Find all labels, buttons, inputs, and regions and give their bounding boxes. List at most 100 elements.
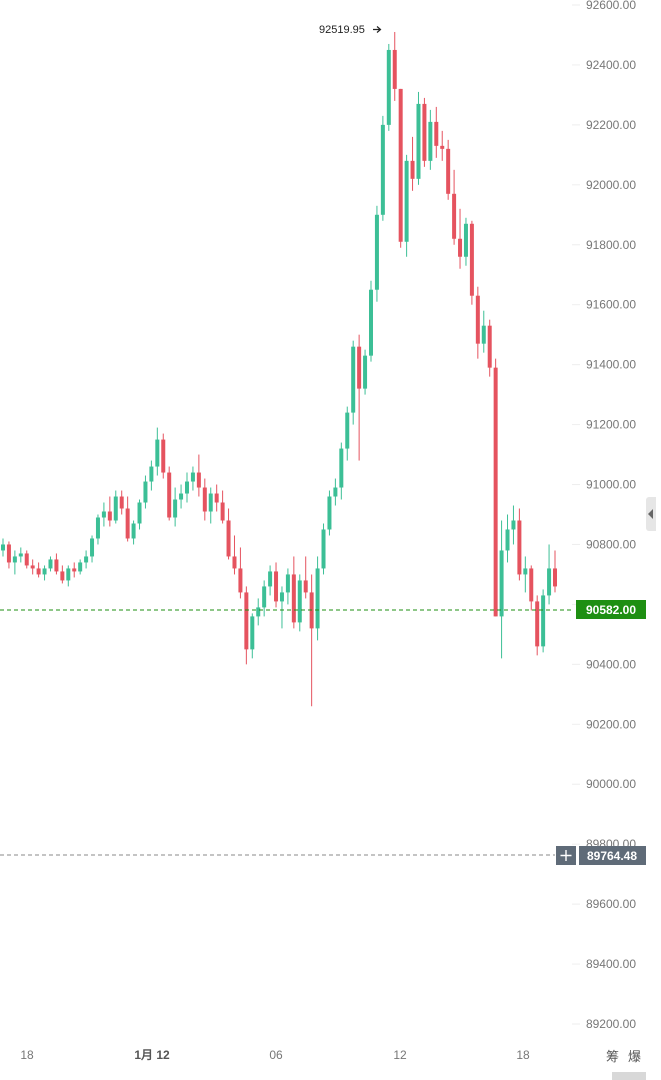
candle: [18, 547, 23, 563]
candle: [232, 535, 237, 575]
candle: [179, 484, 184, 509]
candle-body: [374, 214, 379, 290]
candle: [1, 538, 5, 557]
candle-body: [392, 49, 397, 89]
candle-body: [351, 346, 356, 413]
plus-icon: [560, 850, 572, 861]
candle-body: [54, 559, 59, 572]
candle: [321, 523, 326, 575]
candle: [369, 280, 373, 362]
candle-body: [72, 568, 77, 572]
side-panel-toggle[interactable]: [646, 497, 656, 531]
y-tick-label: 92600.00: [586, 0, 636, 12]
candle: [291, 556, 296, 629]
high-label: 92519.95: [319, 24, 382, 36]
y-tick-label: 92400.00: [586, 58, 636, 72]
candle-body: [297, 580, 302, 623]
candle-body: [30, 565, 35, 569]
candle-body: [173, 499, 178, 518]
candle-body: [422, 103, 427, 161]
candle: [72, 562, 77, 578]
y-tick-label: 91200.00: [586, 418, 636, 432]
candle-body: [179, 493, 184, 500]
candle-body: [428, 121, 433, 161]
candle-body: [363, 355, 368, 389]
candle-body: [333, 487, 338, 497]
candle-body: [386, 49, 391, 125]
candle-body: [529, 568, 534, 602]
candle-body: [291, 574, 296, 623]
y-tick-label: 89400.00: [586, 957, 636, 971]
candle: [363, 349, 368, 395]
candle-body: [535, 601, 540, 647]
candle-body: [48, 559, 53, 569]
candle-body: [481, 325, 486, 344]
y-tick-label: 89600.00: [586, 897, 636, 911]
candle: [279, 586, 284, 629]
candle: [535, 595, 540, 656]
candle-body: [131, 523, 136, 539]
candle-body: [416, 103, 421, 179]
candle: [78, 559, 83, 575]
candle-body: [113, 496, 118, 521]
arrow-right-icon: [373, 26, 382, 33]
toolbar-button-1[interactable]: 筹: [606, 1049, 619, 1065]
candle: [553, 550, 557, 593]
candle-body: [185, 481, 189, 494]
candle: [475, 286, 480, 359]
candle: [173, 487, 178, 527]
toolbar-button-2[interactable]: 爆: [628, 1050, 641, 1065]
y-tick-label: 90200.00: [586, 717, 636, 731]
candle: [149, 460, 154, 491]
candle: [404, 154, 409, 257]
candle-body: [226, 520, 231, 557]
candle-body: [119, 496, 124, 509]
candle: [481, 310, 486, 353]
y-tick-label: 92200.00: [586, 118, 636, 132]
candle-body: [345, 412, 350, 449]
candle-body: [398, 88, 403, 242]
candle-body: [499, 550, 504, 617]
candle: [374, 205, 379, 302]
crosshair-price-text: 89764.48: [587, 849, 637, 863]
candle-body: [107, 511, 112, 521]
candle: [220, 490, 225, 524]
candle: [274, 562, 279, 608]
candle-body: [125, 508, 130, 539]
candle-body: [143, 481, 148, 503]
candle-body: [66, 568, 71, 581]
y-tick-label: 89200.00: [586, 1017, 636, 1031]
candle: [66, 565, 71, 587]
current-price-text: 90582.00: [586, 603, 636, 617]
x-tick-label: 12: [393, 1048, 407, 1062]
candle-body: [214, 493, 219, 503]
candle: [463, 217, 468, 266]
y-axis: 92600.00 92400.00 92200.00 92000.00 91800.00…: [586, 0, 636, 1031]
candle-body: [202, 487, 207, 512]
candle-body: [24, 553, 29, 566]
candle-body: [250, 616, 255, 650]
candle: [428, 109, 433, 170]
candle-body: [434, 121, 439, 146]
y-tick-label: 91800.00: [586, 238, 636, 252]
candle-body: [469, 223, 474, 296]
candle-body: [493, 367, 498, 617]
candle-body: [149, 466, 154, 482]
candle-body: [256, 607, 261, 617]
candle: [60, 565, 65, 584]
candle-body: [220, 502, 225, 521]
candle: [285, 568, 290, 605]
candle-body: [196, 472, 201, 488]
current-price-badge: 90582.00: [576, 600, 646, 619]
candle: [90, 535, 95, 563]
candle: [458, 208, 463, 269]
candle-body: [161, 439, 166, 473]
y-tick-label: 90400.00: [586, 657, 636, 671]
candle-body: [95, 517, 100, 539]
candle: [541, 589, 546, 653]
candle: [303, 556, 308, 599]
candle: [268, 565, 273, 596]
candle: [529, 565, 534, 611]
candle-body: [475, 295, 480, 344]
